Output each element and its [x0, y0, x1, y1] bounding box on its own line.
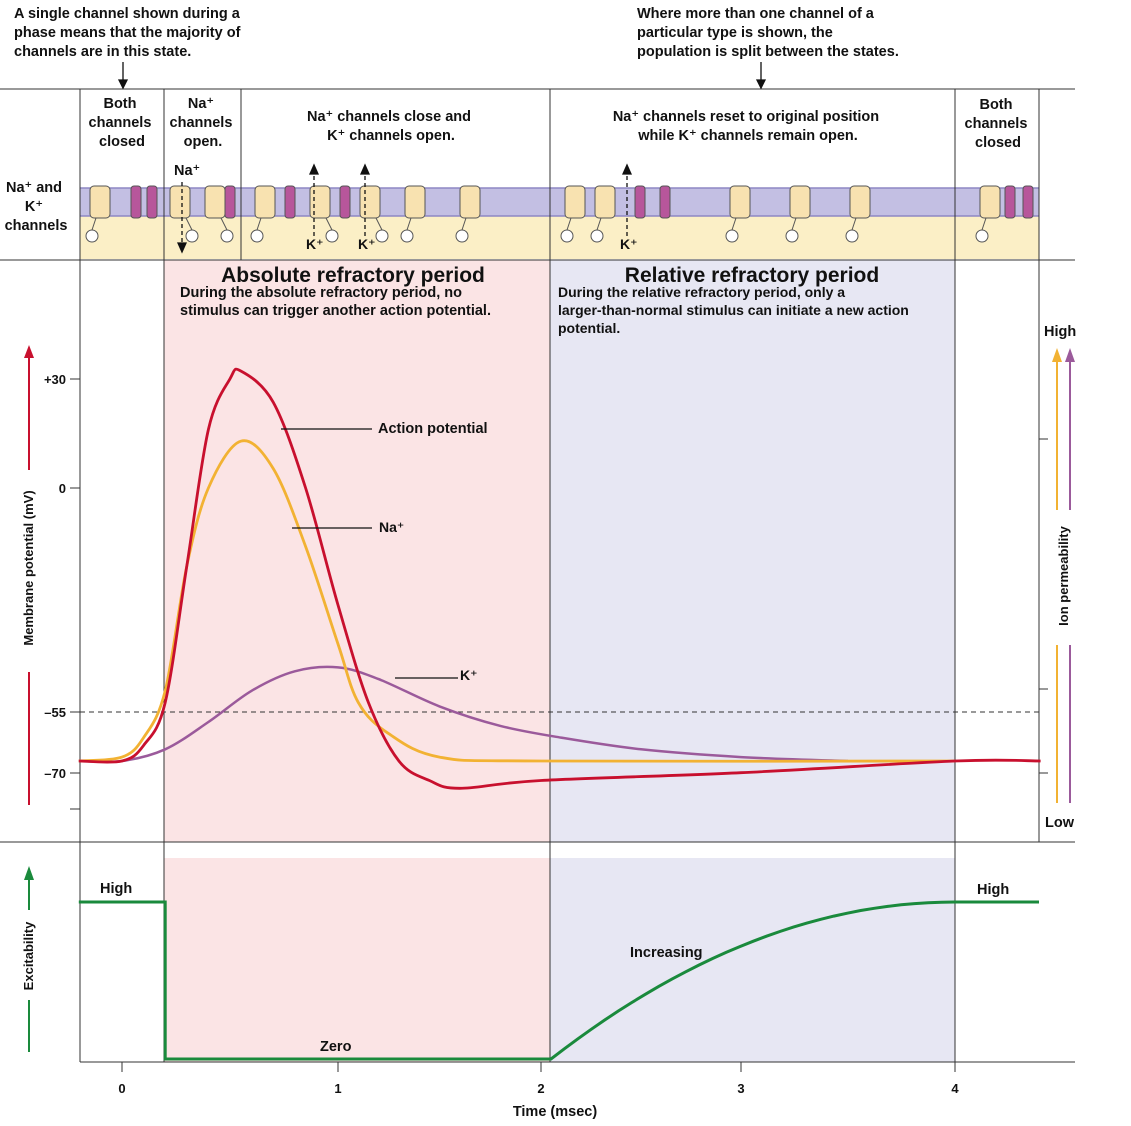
- absolute-refractory-title: Absolute refractory period: [221, 264, 485, 287]
- curve-leaders: [281, 428, 458, 679]
- absolute-refractory-shade-top: [164, 260, 550, 842]
- k-outflow-label-1: K⁺: [306, 236, 324, 252]
- inactivation-gate-icon: [220, 229, 234, 243]
- k-channel-icon: [1004, 185, 1016, 219]
- na-channel-icon: [254, 185, 276, 219]
- k-channel-icon: [224, 185, 236, 219]
- note-right: Where more than one channel of a particu…: [637, 6, 899, 60]
- excitability-axis: Excitability: [21, 866, 36, 1052]
- channel-icons: [85, 185, 1034, 243]
- excitability-axis-label: Excitability: [21, 921, 36, 990]
- inactivation-gate-icon: [185, 229, 199, 243]
- note-left: A single channel shown during a phase me…: [14, 6, 244, 60]
- na-channel-icon: [204, 185, 226, 219]
- inactivation-gate-icon: [590, 229, 604, 243]
- time-tick-2: 2: [537, 1081, 544, 1096]
- relative-refractory-shade-top: [550, 260, 955, 842]
- permeability-axis: Ion permeability High Low: [1039, 324, 1076, 831]
- k-channel-icon: [339, 185, 351, 219]
- na-channel-icon: [729, 185, 751, 219]
- inactivation-gate-icon: [455, 229, 469, 243]
- relative-refractory-shade-bottom: [550, 858, 955, 1062]
- k-channel-icon: [634, 185, 646, 219]
- time-axis-label: Time (msec): [513, 1104, 598, 1120]
- excitability-line: [78, 900, 1039, 1061]
- inactivation-gate-icon: [975, 229, 989, 243]
- k-channel-icon: [1022, 185, 1034, 219]
- time-tick-1: 1: [334, 1081, 341, 1096]
- na-channel-icon: [404, 185, 426, 219]
- permeability-high-label: High: [1044, 324, 1076, 340]
- absolute-refractory-shade-bottom: [164, 858, 550, 1062]
- potential-axis: Membrane potential (mV) +30 0 –55 –70: [21, 345, 80, 810]
- inactivation-gate-icon: [560, 229, 574, 243]
- na-permeability-curve: [78, 439, 956, 763]
- channel-row-label: Na⁺ and K⁺ channels: [5, 180, 68, 234]
- inactivation-gate-icon: [250, 229, 264, 243]
- excitability-zero-label: Zero: [320, 1039, 352, 1055]
- phase-label-resting: Both channels closed: [89, 96, 156, 150]
- time-tick-3: 3: [737, 1081, 744, 1096]
- k-channel-icon: [146, 185, 158, 219]
- phase-label-na-open: Na⁺ channels open.: [170, 96, 237, 150]
- excitability-high-right: High: [977, 882, 1009, 898]
- relative-refractory-desc: During the relative refractory period, o…: [558, 284, 913, 336]
- frame-lines: [0, 88, 1075, 1063]
- phase-label-na-reset: Na⁺ channels reset to original position …: [613, 109, 883, 144]
- k-channel-icon: [130, 185, 142, 219]
- na-channel-icon: [564, 185, 586, 219]
- k-curve-label: K⁺: [460, 667, 478, 683]
- na-channel-icon: [789, 185, 811, 219]
- action-potential-label: Action potential: [378, 421, 488, 437]
- na-channel-icon: [309, 185, 331, 219]
- na-channel-icon: [89, 185, 111, 219]
- na-channel-icon: [359, 185, 381, 219]
- permeability-axis-label: Ion permeability: [1056, 525, 1071, 625]
- time-tick-4: 4: [951, 1081, 959, 1096]
- relative-refractory-title: Relative refractory period: [625, 264, 879, 287]
- k-channel-icon: [659, 185, 671, 219]
- k-channel-icon: [284, 185, 296, 219]
- inactivation-gate-icon: [725, 229, 739, 243]
- phase-label-na-close-k-open: Na⁺ channels close and K⁺ channels open.: [307, 109, 475, 144]
- time-tick-0: 0: [118, 1081, 125, 1096]
- k-outflow-label-3: K⁺: [620, 236, 638, 252]
- excitability-high-left: High: [100, 881, 132, 897]
- permeability-low-label: Low: [1045, 815, 1075, 831]
- na-channel-icon: [979, 185, 1001, 219]
- time-axis: 0 1 2 3 4 Time (msec): [118, 1062, 959, 1120]
- excitability-increasing-label: Increasing: [630, 945, 703, 961]
- k-outflow-label-2: K⁺: [358, 236, 376, 252]
- na-curve-label: Na⁺: [379, 519, 404, 535]
- inactivation-gate-icon: [845, 229, 859, 243]
- inactivation-gate-icon: [325, 229, 339, 243]
- phase-label-both-closed-end: Both channels closed: [965, 97, 1032, 151]
- inactivation-gate-icon: [785, 229, 799, 243]
- tick-minus70: –70: [44, 766, 66, 781]
- membrane-band: [80, 188, 1039, 216]
- tick-minus55: –55: [44, 705, 66, 720]
- action-potential-curve: [78, 367, 1041, 790]
- cytoplasm-band: [80, 215, 1039, 259]
- na-channel-icon: [459, 185, 481, 219]
- inactivation-gate-icon: [375, 229, 389, 243]
- tick-plus30: +30: [44, 372, 66, 387]
- inactivation-gate-icon: [400, 229, 414, 243]
- na-inflow-label: Na⁺: [174, 163, 200, 179]
- note-arrows: [117, 62, 767, 90]
- na-channel-icon: [594, 185, 616, 219]
- potential-axis-label: Membrane potential (mV): [21, 490, 36, 645]
- tick-0: 0: [59, 481, 66, 496]
- absolute-refractory-desc: During the absolute refractory period, n…: [180, 285, 491, 319]
- ion-flow-arrows: [176, 163, 633, 254]
- inactivation-gate-icon: [85, 229, 99, 243]
- na-channel-icon: [169, 185, 191, 219]
- k-permeability-curve: [78, 665, 849, 764]
- na-channel-icon: [849, 185, 871, 219]
